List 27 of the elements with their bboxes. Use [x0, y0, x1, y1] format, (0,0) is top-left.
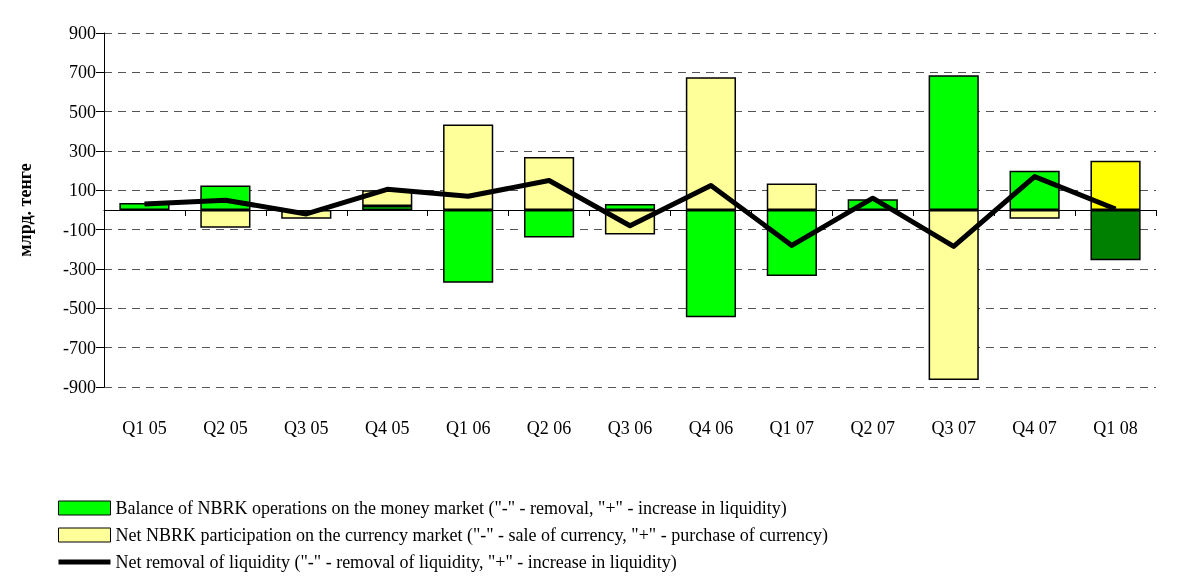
x-tick-label: Q3 05: [284, 418, 329, 438]
x-tick-label: Q4 07: [1012, 418, 1057, 438]
x-tick-label: Q4 05: [364, 418, 410, 438]
legend-label: Net NBRK participation on the currency market ("-" - sale of currency, "+" - purchase of currency): [115, 525, 829, 546]
y-tick-label: 100: [69, 180, 96, 201]
y-tick-label: -700: [63, 337, 96, 358]
y-tick-label: 900: [69, 23, 96, 43]
legend-label: Net removal of liquidity ("-" - removal of liquidity, "+" - increase in liquidity): [115, 552, 677, 573]
x-tick-label: Q2 06: [526, 418, 572, 438]
x-tick-label: Q1 08: [1093, 418, 1138, 438]
x-tick-label: Q4 06: [688, 418, 734, 438]
y-tick-label: -100: [63, 219, 96, 240]
y-axis-title: млрд. тенге: [15, 163, 35, 257]
y-tick-label: 300: [69, 141, 96, 161]
x-tick-label: Q1 05: [122, 418, 167, 438]
legend-label: Balance of NBRK operations on the money market ("-" - removal, "+" - increase in liquidity): [115, 498, 787, 519]
y-tick-label: 500: [69, 101, 96, 122]
x-tick-label: Q2 07: [850, 418, 896, 438]
x-tick-label: Q1 07: [769, 418, 815, 438]
y-tick-label: -500: [63, 298, 96, 319]
y-tick-label: 700: [69, 62, 96, 83]
y-tick-label: -300: [63, 259, 96, 279]
x-tick-label: Q3 07: [931, 418, 976, 438]
x-tick-label: Q2 05: [203, 418, 248, 438]
y-tick-label: -900: [63, 377, 96, 397]
x-tick-label: Q3 06: [607, 418, 653, 438]
x-tick-label: Q1 06: [445, 418, 491, 438]
